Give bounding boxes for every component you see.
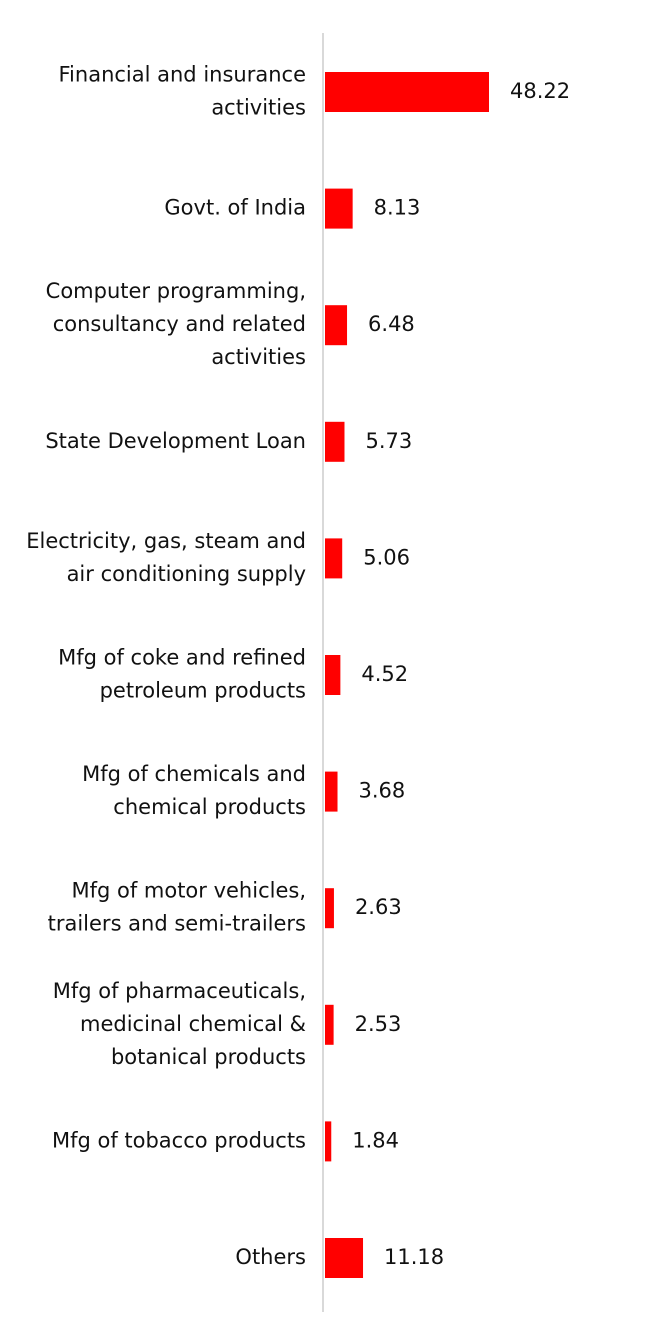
value-labels: 48.22 8.13 6.48 5.73 5.06 4.52 3.68 2.63 2.53 1.8… bbox=[352, 79, 570, 1269]
category-label-3: Computer programming, consultancy and rel… bbox=[46, 279, 306, 369]
category-label-9-line-2: medicinal chemical & bbox=[80, 1012, 306, 1036]
data-label-8: 2.63 bbox=[355, 895, 402, 919]
bars bbox=[325, 72, 489, 1278]
category-label-8-line-1: Mfg of motor vehicles, bbox=[71, 879, 306, 903]
category-label-6: Mfg of coke and refined petroleum product… bbox=[58, 646, 306, 703]
category-label-4-line-1: State Development Loan bbox=[45, 429, 306, 453]
category-label-9: Mfg of pharmaceuticals, medicinal chemica… bbox=[53, 979, 306, 1069]
category-label-7: Mfg of chemicals and chemical products bbox=[82, 762, 306, 819]
bar-9 bbox=[325, 1004, 334, 1045]
category-label-9-line-3: botanical products bbox=[111, 1045, 306, 1069]
bar-2 bbox=[325, 188, 353, 229]
category-label-6-line-2: petroleum products bbox=[100, 679, 306, 703]
category-label-9-line-1: Mfg of pharmaceuticals, bbox=[53, 979, 306, 1003]
data-label-11: 11.18 bbox=[384, 1245, 444, 1269]
category-label-5: Electricity, gas, steam and air condition… bbox=[26, 529, 306, 586]
category-label-5-line-1: Electricity, gas, steam and bbox=[26, 529, 306, 553]
bar-10 bbox=[325, 1121, 332, 1162]
category-label-10: Mfg of tobacco products bbox=[52, 1128, 306, 1152]
data-label-3: 6.48 bbox=[368, 312, 415, 336]
category-label-1: Financial and insurance activities bbox=[59, 63, 307, 120]
category-label-8: Mfg of motor vehicles, trailers and semi-… bbox=[48, 879, 306, 936]
bar-7 bbox=[325, 771, 338, 812]
bar-8 bbox=[325, 888, 334, 929]
category-label-2-line-1: Govt. of India bbox=[164, 196, 306, 220]
bar-4 bbox=[325, 421, 345, 462]
bar-1 bbox=[325, 72, 489, 112]
data-label-2: 8.13 bbox=[374, 196, 421, 220]
data-label-6: 4.52 bbox=[361, 662, 408, 686]
bar-11 bbox=[325, 1238, 364, 1278]
data-label-7: 3.68 bbox=[359, 779, 406, 803]
category-labels: Financial and insurance activities Govt. o… bbox=[26, 63, 306, 1270]
category-label-8-line-2: trailers and semi-trailers bbox=[48, 912, 306, 936]
category-label-3-line-1: Computer programming, bbox=[46, 279, 306, 303]
category-label-6-line-1: Mfg of coke and refined bbox=[58, 646, 306, 670]
data-label-4: 5.73 bbox=[365, 429, 412, 453]
category-label-7-line-2: chemical products bbox=[113, 795, 306, 819]
category-label-7-line-1: Mfg of chemicals and bbox=[82, 762, 306, 786]
category-label-1-line-1: Financial and insurance bbox=[59, 63, 307, 87]
category-label-11-line-1: Others bbox=[235, 1245, 306, 1269]
category-label-1-line-2: activities bbox=[211, 96, 306, 120]
category-label-10-line-1: Mfg of tobacco products bbox=[52, 1128, 306, 1152]
bar-5 bbox=[325, 538, 343, 579]
category-label-11: Others bbox=[235, 1245, 306, 1269]
category-label-3-line-3: activities bbox=[211, 345, 306, 369]
bar-6 bbox=[325, 655, 341, 695]
bar-3 bbox=[325, 305, 348, 346]
data-label-10: 1.84 bbox=[352, 1128, 399, 1152]
data-label-9: 2.53 bbox=[355, 1012, 402, 1036]
category-label-2: Govt. of India bbox=[164, 196, 306, 220]
data-label-5: 5.06 bbox=[363, 545, 410, 569]
data-label-1: 48.22 bbox=[510, 79, 570, 103]
category-label-3-line-2: consultancy and related bbox=[53, 312, 306, 336]
category-label-4: State Development Loan bbox=[45, 429, 306, 453]
category-label-5-line-2: air conditioning supply bbox=[67, 562, 306, 586]
